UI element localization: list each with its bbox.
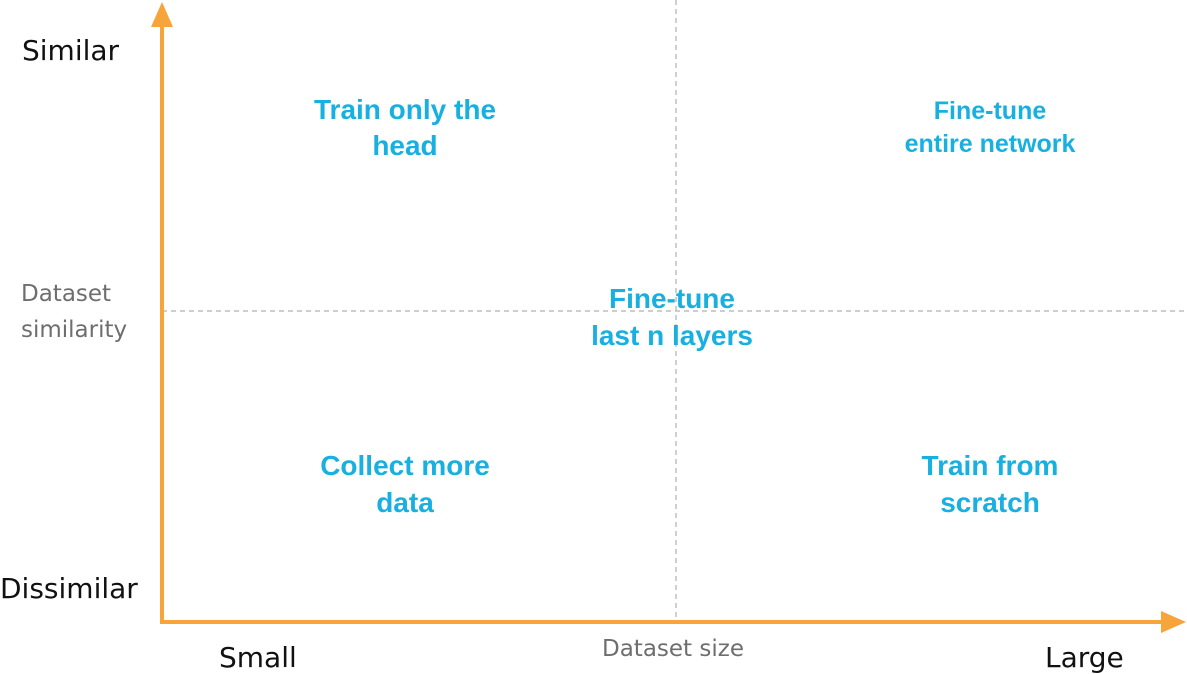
quadrant-bottom-left-line1: Collect more xyxy=(320,450,490,481)
quadrant-center-line2: last n layers xyxy=(591,320,753,351)
quadrant-center-line1: Fine-tune xyxy=(609,283,735,314)
quadrant-bottom-left: Collect more data xyxy=(255,447,555,521)
quadrant-bottom-right: Train from scratch xyxy=(840,447,1140,521)
x-axis-left-label: Small xyxy=(219,641,297,674)
quadrant-bottom-left-line2: data xyxy=(376,487,434,518)
quadrant-bottom-right-line1: Train from xyxy=(921,450,1059,481)
y-axis-title-line1: Dataset xyxy=(21,281,112,307)
y-axis-title-line2: similarity xyxy=(21,317,128,343)
quadrant-top-right-line1: Fine-tune xyxy=(933,97,1047,125)
y-axis-top-label: Similar xyxy=(22,34,120,67)
x-axis-right-label: Large xyxy=(1045,641,1124,674)
quadrant-top-right-line2: entire network xyxy=(904,130,1076,158)
x-axis-title: Dataset size xyxy=(602,636,744,662)
y-axis-bottom-label: Dissimilar xyxy=(0,572,138,605)
quadrant-top-left: Train only the head xyxy=(255,92,555,164)
x-axis-arrowhead xyxy=(1161,611,1186,633)
quadrant-top-left-line2: head xyxy=(372,130,438,161)
quadrant-center: Fine-tune last n layers xyxy=(522,280,822,354)
y-axis-arrowhead xyxy=(151,2,173,27)
quadrant-top-right: Fine-tune entire network xyxy=(840,95,1140,161)
quadrant-bottom-right-line2: scratch xyxy=(940,487,1040,518)
y-axis-title: Dataset similarity xyxy=(21,276,127,348)
quadrant-top-left-line1: Train only the xyxy=(313,94,497,125)
